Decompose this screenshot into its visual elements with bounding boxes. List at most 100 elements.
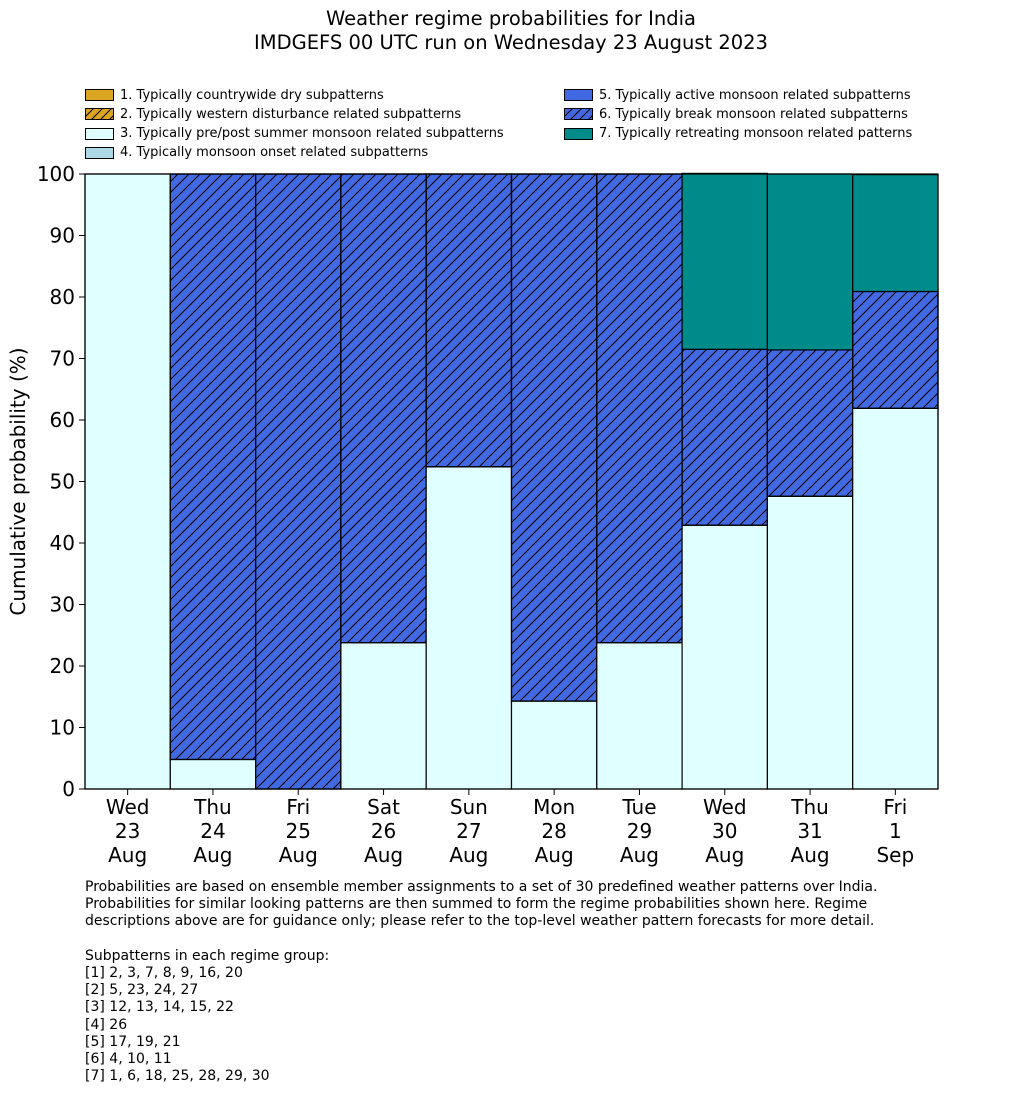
- x-tick-label-7-line-1: Tue: [621, 795, 656, 819]
- notes: Probabilities are based on ensemble memb…: [85, 879, 985, 1085]
- chart-title: Weather regime probabilities for India I…: [0, 7, 1022, 55]
- subpatterns-heading: Subpatterns in each regime group:: [85, 947, 330, 964]
- x-tick-label-5-line-1: Sun: [450, 795, 488, 819]
- legend-swatch-4: [85, 146, 114, 159]
- bar-hatch-6-series-6: [510, 173, 598, 702]
- bar-hatch-9-series-6: [766, 349, 854, 497]
- x-tick-label-9-line-3: Aug: [791, 843, 830, 867]
- x-tick-label-4-line-3: Aug: [364, 843, 403, 867]
- subpattern-group-3: [3] 12, 13, 14, 15, 22: [85, 999, 234, 1016]
- bar-segment-9-series-3: [766, 495, 854, 790]
- bar-segment-5-series-3: [425, 466, 513, 790]
- x-tick-label-3-line-2: 25: [286, 819, 311, 843]
- bar-hatch-10-series-6: [852, 290, 939, 409]
- legend: 1. Typically countrywide dry subpatterns…: [85, 86, 985, 166]
- x-tick-label-2-line-1: Thu: [193, 795, 232, 819]
- legend-item-3: 3. Typically pre/post summer monsoon rel…: [85, 125, 504, 143]
- bar-segment-1-series-3: [84, 173, 171, 790]
- legend-label-3: 3. Typically pre/post summer monsoon rel…: [120, 126, 504, 142]
- legend-item-6: 6. Typically break monsoon related subpa…: [564, 105, 908, 123]
- x-tick-label-2-line-3: Aug: [193, 843, 232, 867]
- bar-segment-10-series-3: [852, 407, 939, 790]
- legend-swatch-2: [85, 108, 114, 121]
- y-tick-label: 10: [50, 716, 75, 740]
- x-tick-label-1-line-1: Wed: [106, 795, 150, 819]
- x-tick-label-5-line-2: 27: [456, 819, 481, 843]
- subpattern-group-2: [2] 5, 23, 24, 27: [85, 982, 199, 999]
- axes-layer: 0 10 20 30 40 50 60 70 80 90 100 Cumulative probabi…: [6, 162, 939, 867]
- x-tick-label-3-line-1: Fri: [286, 795, 310, 819]
- bar-segment-9-series-7: [766, 173, 854, 351]
- notes-line-3: descriptions above are for guidance only…: [85, 913, 875, 930]
- bar-hatch-4-series-6: [340, 173, 427, 644]
- x-tick-label-1-line-3: Aug: [108, 843, 147, 867]
- legend-item-5: 5. Typically active monsoon related subp…: [564, 86, 911, 104]
- x-tick-label-1-line-2: 23: [115, 819, 140, 843]
- y-tick-label: 70: [50, 347, 75, 371]
- x-tick-label-6-line-2: 28: [541, 819, 566, 843]
- y-tick-label: 20: [50, 654, 75, 678]
- legend-item-2: 2. Typically western disturbance related…: [85, 105, 461, 123]
- y-tick-label: 80: [50, 285, 75, 309]
- legend-item-1: 1. Typically countrywide dry subpatterns: [85, 86, 384, 104]
- x-tick-label-5-line-3: Aug: [449, 843, 488, 867]
- bar-hatch-8-series-6: [681, 348, 768, 526]
- bar-segment-6-series-3: [510, 700, 598, 790]
- x-tick-label-6-line-3: Aug: [535, 843, 574, 867]
- subpattern-group-6: [6] 4, 10, 11: [85, 1051, 172, 1068]
- x-tick-label-3-line-3: Aug: [279, 843, 318, 867]
- x-tick-label-10-line-1: Fri: [883, 795, 907, 819]
- x-tick-label-6-line-1: Mon: [533, 795, 575, 819]
- bar-segment-7-series-3: [596, 642, 683, 790]
- bar-hatch-2-series-6: [169, 173, 257, 761]
- bar-hatch-3-series-6: [255, 173, 342, 790]
- legend-label-6: 6. Typically break monsoon related subpa…: [599, 106, 908, 122]
- chart-title-line-2: IMDGEFS 00 UTC run on Wednesday 23 Augus…: [254, 31, 768, 54]
- chart-title-line-1: Weather regime probabilities for India: [325, 7, 696, 30]
- bar-segment-4-series-3: [340, 642, 427, 790]
- bars-layer: [84, 172, 939, 790]
- subpattern-group-4: [4] 26: [85, 1016, 128, 1033]
- x-tick-label-8-line-1: Wed: [703, 795, 747, 819]
- notes-line-1: Probabilities are based on ensemble memb…: [85, 879, 878, 895]
- legend-item-4: 4. Typically monsoon onset related subpa…: [85, 144, 428, 162]
- x-tick-label-10-line-3: Sep: [876, 843, 914, 867]
- legend-swatch-1: [85, 89, 114, 101]
- legend-swatch-6: [564, 108, 593, 121]
- subpattern-group-1: [1] 2, 3, 7, 8, 9, 16, 20: [85, 965, 243, 981]
- legend-item-7: 7. Typically retreating monsoon related …: [564, 125, 912, 143]
- y-axis-label: Cumulative probability (%): [6, 347, 30, 615]
- bar-segment-8-series-7: [681, 172, 768, 350]
- bar-segment-10-series-7: [852, 174, 939, 293]
- bar-segment-2-series-3: [169, 758, 257, 790]
- x-tick-label-7-line-2: 29: [627, 819, 652, 843]
- legend-swatch-5: [564, 89, 593, 101]
- subpattern-group-7: [7] 1, 6, 18, 25, 28, 29, 30: [85, 1068, 270, 1085]
- y-tick-label: 50: [50, 470, 75, 494]
- x-tick-label-10-line-2: 1: [889, 819, 902, 843]
- legend-label-7: 7. Typically retreating monsoon related …: [599, 126, 913, 142]
- x-tick-label-4-line-1: Sat: [367, 795, 400, 819]
- chart-plot: 0 10 20 30 40 50 60 70 80 90 100 Cumulative probabi…: [6, 162, 939, 867]
- y-tick-label: 100: [37, 162, 75, 186]
- y-tick-label: 30: [50, 593, 75, 617]
- x-tick-label-7-line-3: Aug: [620, 843, 659, 867]
- y-tick-label: 60: [50, 408, 75, 432]
- subpattern-group-5: [5] 17, 19, 21: [85, 1033, 181, 1050]
- y-tick-label: 90: [50, 224, 75, 248]
- x-tick-label-9-line-1: Thu: [790, 795, 829, 819]
- notes-line-2: Probabilities for similar looking patter…: [85, 896, 868, 913]
- legend-label-2: 2. Typically western disturbance related…: [120, 106, 462, 122]
- legend-label-5: 5. Typically active monsoon related subp…: [599, 87, 911, 103]
- legend-label-1: 1. Typically countrywide dry subpatterns: [120, 87, 384, 103]
- bar-hatch-5-series-6: [425, 173, 513, 468]
- x-tick-label-9-line-2: 31: [797, 819, 822, 843]
- y-tick-label: 40: [50, 531, 75, 555]
- bar-segment-8-series-3: [681, 524, 768, 790]
- y-tick-label: 0: [62, 777, 75, 801]
- x-tick-label-4-line-2: 26: [371, 819, 396, 843]
- legend-label-4: 4. Typically monsoon onset related subpa…: [120, 145, 429, 161]
- bar-hatch-7-series-6: [596, 173, 683, 644]
- x-tick-label-8-line-3: Aug: [705, 843, 744, 867]
- legend-swatch-7: [564, 127, 593, 140]
